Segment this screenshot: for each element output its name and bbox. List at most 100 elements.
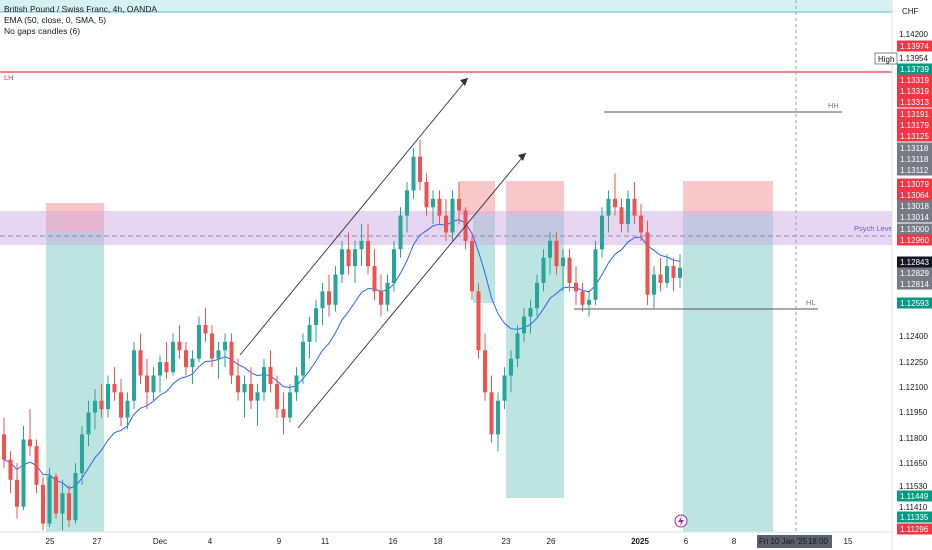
- x-tick-label: 11: [321, 537, 330, 546]
- candle-body: [79, 434, 85, 474]
- currency-label: CHF: [902, 7, 919, 16]
- candle-body: [365, 240, 371, 267]
- profit-zone: [473, 215, 495, 303]
- loss-zone: [683, 181, 773, 215]
- candle-body: [131, 350, 137, 401]
- crosshair-date-box: [757, 535, 832, 548]
- candle-body: [404, 190, 410, 216]
- x-tick-label: 18:00: [808, 537, 829, 546]
- y-tick-label: 1.11800: [899, 434, 928, 443]
- candle-body: [196, 325, 202, 359]
- price-tag-label: 1.13319: [900, 76, 929, 85]
- candle-body: [170, 341, 176, 373]
- candle-body: [190, 358, 195, 368]
- candle-body: [495, 400, 501, 435]
- candle-body: [411, 156, 416, 191]
- candle-body: [157, 362, 163, 376]
- candle-body: [625, 198, 631, 225]
- x-tick-label: Dec: [153, 537, 167, 546]
- price-tag-label: 1.12814: [900, 280, 929, 289]
- candle-body: [1, 434, 7, 460]
- price-tag-label: 1.13974: [900, 42, 929, 51]
- price-tag: [897, 142, 932, 154]
- x-tick-label: 26: [547, 537, 556, 546]
- candle-body: [144, 375, 150, 393]
- y-tick-label: 1.11410: [899, 503, 928, 512]
- price-tag: [897, 164, 932, 176]
- price-tag-label: 1.12829: [900, 269, 929, 278]
- candle-body: [450, 198, 455, 233]
- candle-body: [476, 291, 481, 351]
- x-tick-label: 27: [93, 537, 102, 546]
- candle-body: [261, 367, 267, 393]
- candle-body: [248, 383, 254, 401]
- candle-body: [508, 358, 514, 376]
- price-tag: [897, 278, 932, 290]
- price-tag: [897, 119, 932, 131]
- trend-channel-upper: [239, 77, 469, 356]
- candle-body: [274, 383, 280, 410]
- candle-body: [417, 156, 423, 182]
- candle-body: [138, 350, 143, 376]
- candle-body: [593, 249, 598, 300]
- candle-body: [300, 341, 306, 376]
- price-tag: [897, 256, 932, 268]
- candle-body: [632, 198, 637, 216]
- x-tick-label: 15: [844, 537, 853, 546]
- candle-body: [534, 282, 540, 309]
- candle-body: [658, 274, 663, 283]
- price-tag: [897, 511, 932, 523]
- price-tag-label: 1.12843: [900, 258, 929, 267]
- price-tag-label: 1.12593: [900, 299, 929, 308]
- candle-body: [372, 266, 377, 292]
- candle-body: [430, 198, 436, 208]
- candle-body: [60, 493, 65, 514]
- candle-body: [8, 459, 13, 480]
- candle-body: [255, 392, 260, 401]
- x-tick-label: 8: [732, 537, 737, 546]
- price-tag-label: 1.11335: [900, 513, 929, 522]
- price-tag-label: 1.11296: [900, 525, 929, 534]
- price-tag: [897, 200, 932, 212]
- candle-body: [547, 240, 553, 258]
- price-tag-label: 1.13191: [900, 110, 929, 119]
- candle-body: [339, 249, 345, 275]
- profit-zone: [683, 215, 773, 532]
- candle-body: [287, 392, 293, 418]
- candle-body: [47, 476, 52, 524]
- price-tag-label: 1.13118: [900, 155, 929, 164]
- psych-level-label: Psych Level: [854, 224, 895, 233]
- candle-body: [222, 341, 228, 351]
- candle-body: [385, 282, 390, 305]
- candle-body: [216, 350, 221, 359]
- candle-body: [573, 282, 579, 292]
- y-tick-label: 1.12100: [899, 383, 928, 392]
- price-tag: [897, 523, 932, 535]
- candle-body: [645, 232, 650, 295]
- candle-body: [73, 473, 78, 521]
- price-tag: [897, 85, 932, 97]
- candle-body: [521, 316, 527, 334]
- price-tag-label: 1.12960: [900, 236, 929, 245]
- candle-body: [92, 400, 98, 413]
- price-tag: [897, 297, 932, 309]
- price-tag-label: 1.13000: [900, 225, 929, 234]
- price-tag-label: 1.13125: [900, 132, 929, 141]
- candle-body: [528, 308, 533, 317]
- x-tick-label: 6: [684, 537, 689, 546]
- arrow-head: [518, 153, 526, 161]
- candle-body: [294, 375, 299, 393]
- candle-body: [398, 215, 403, 250]
- candle-body: [125, 400, 130, 418]
- price-tag: [897, 40, 932, 52]
- hl-label: HL: [806, 298, 816, 307]
- y-tick-label: 1.12400: [899, 332, 928, 341]
- candle-body: [118, 392, 124, 418]
- candle-body: [86, 412, 91, 435]
- x-tick-label: 16: [389, 537, 398, 546]
- symbol-title: British Pound / Swiss Franc, 4h, OANDA: [4, 4, 158, 14]
- candle-body: [352, 249, 358, 267]
- candle-body: [489, 392, 494, 435]
- price-tag-label: 1.13018: [900, 202, 929, 211]
